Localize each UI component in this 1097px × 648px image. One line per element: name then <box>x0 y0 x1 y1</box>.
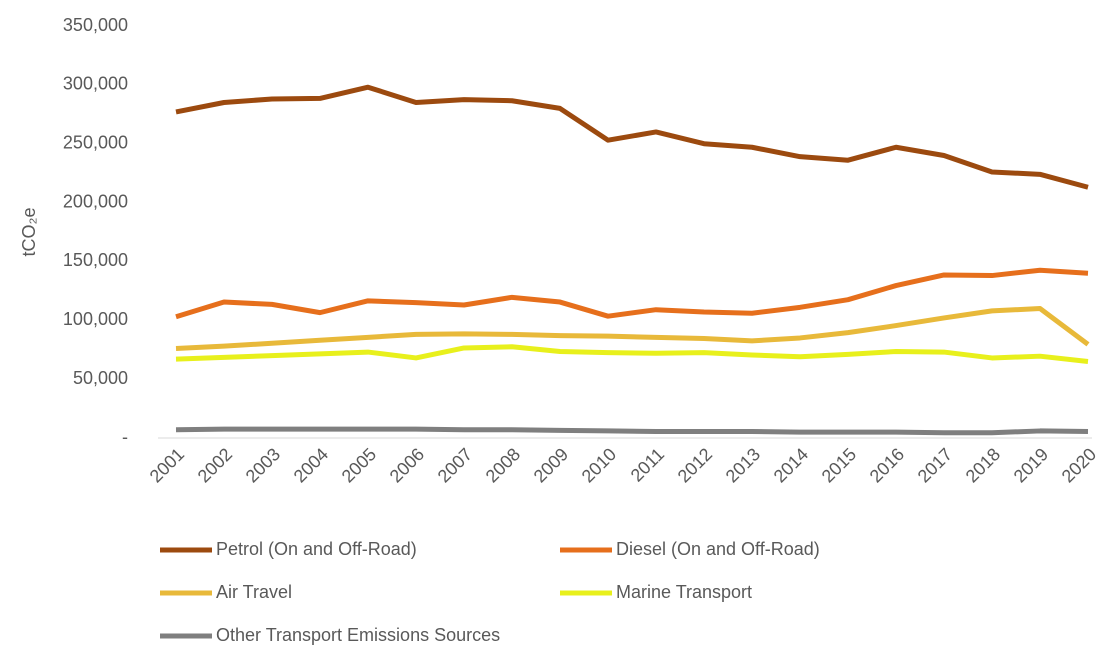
x-tick-label: 2003 <box>242 444 284 486</box>
y-tick-label: - <box>122 427 128 447</box>
legend-label: Marine Transport <box>616 582 752 602</box>
x-tick-label: 2015 <box>818 444 860 486</box>
legend-label: Petrol (On and Off-Road) <box>216 539 417 559</box>
y-tick-label: 300,000 <box>63 74 128 94</box>
y-tick-label: 50,000 <box>73 368 128 388</box>
x-tick-label: 2007 <box>434 444 476 486</box>
y-tick-label: 350,000 <box>63 15 128 35</box>
x-tick-label: 2014 <box>770 444 812 486</box>
x-tick-label: 2002 <box>194 444 236 486</box>
y-tick-label: 250,000 <box>63 132 128 152</box>
x-tick-label: 2012 <box>674 444 716 486</box>
legend-label: Diesel (On and Off-Road) <box>616 539 820 559</box>
x-tick-label: 2005 <box>338 444 380 486</box>
x-tick-label: 2001 <box>146 444 188 486</box>
x-tick-label: 2019 <box>1010 444 1052 486</box>
x-tick-label: 2004 <box>290 444 332 486</box>
x-tick-label: 2016 <box>866 444 908 486</box>
series-line <box>175 344 1089 364</box>
y-tick-label: 100,000 <box>63 309 128 329</box>
x-tick-label: 2013 <box>722 444 764 486</box>
series-line <box>175 84 1089 190</box>
y-axis-label: tCO₂e <box>19 208 39 257</box>
series-line <box>175 306 1090 352</box>
x-tick-label: 2017 <box>914 444 956 486</box>
x-tick-label: 2020 <box>1058 444 1097 486</box>
x-tick-label: 2006 <box>386 444 428 486</box>
x-tick-label: 2008 <box>482 444 524 486</box>
legend-label: Air Travel <box>216 582 292 602</box>
y-tick-label: 200,000 <box>63 191 128 211</box>
x-tick-label: 2009 <box>530 444 572 486</box>
series-line <box>175 267 1089 320</box>
y-tick-label: 150,000 <box>63 250 128 270</box>
x-tick-label: 2010 <box>578 444 620 486</box>
series-line <box>175 426 1089 436</box>
x-tick-label: 2018 <box>962 444 1004 486</box>
x-tick-label: 2011 <box>627 444 669 486</box>
legend-label: Other Transport Emissions Sources <box>216 625 500 645</box>
